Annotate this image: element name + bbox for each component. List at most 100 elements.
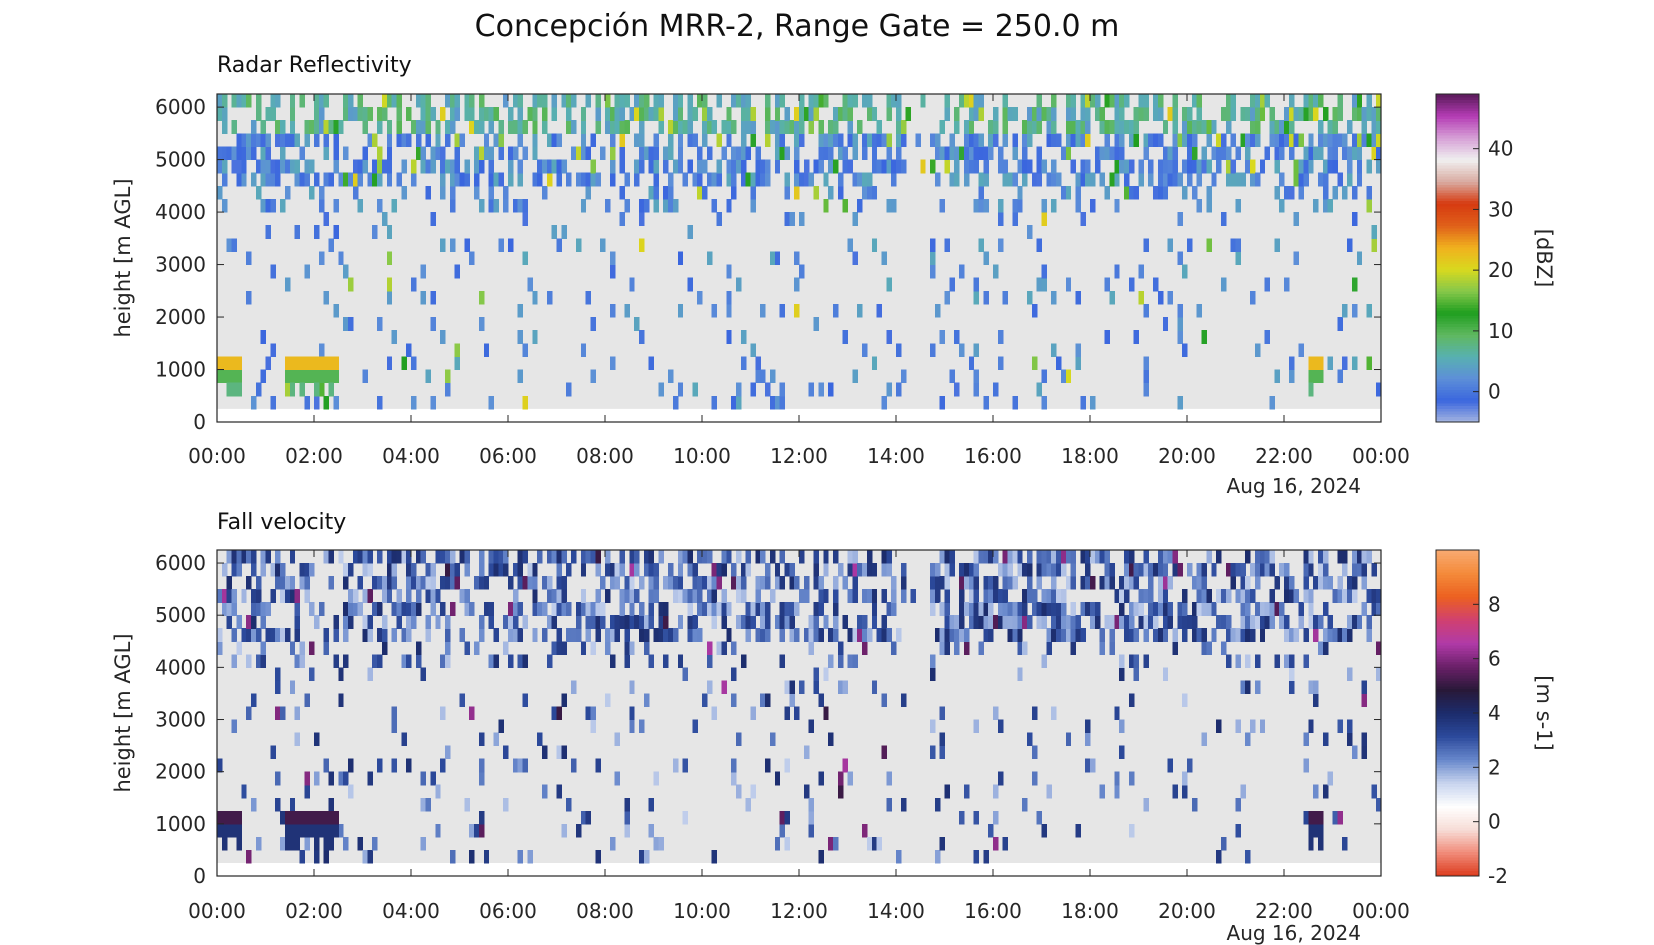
heatmap-cell: [968, 107, 975, 121]
x-tick-label: 14:00: [867, 444, 925, 468]
heatmap-cell: [784, 120, 790, 134]
heatmap-cell: [968, 602, 975, 616]
heatmap-cell: [575, 238, 582, 253]
colorbar-segment: [1436, 296, 1479, 300]
heatmap-cell: [284, 576, 291, 590]
heatmap-cell: [289, 810, 296, 825]
heatmap-cell: [1240, 784, 1246, 799]
heatmap-cell: [367, 550, 373, 564]
heatmap-cell: [357, 107, 364, 121]
heatmap-cell: [1235, 146, 1241, 161]
heatmap-cell: [488, 198, 495, 213]
heatmap-cell: [333, 810, 339, 825]
heatmap-cell: [352, 589, 359, 603]
heatmap-cell: [1167, 290, 1174, 305]
heatmap-cell: [1366, 550, 1372, 564]
heatmap-cell: [1308, 719, 1314, 734]
heatmap-cell: [406, 550, 412, 564]
heatmap-cell: [595, 550, 601, 564]
heatmap-cell: [740, 159, 747, 174]
heatmap-cell: [672, 120, 679, 134]
heatmap-cell: [847, 94, 853, 108]
heatmap-cell: [774, 836, 781, 851]
y-tick-label: 2000: [155, 305, 206, 329]
heatmap-cell: [881, 563, 887, 577]
heatmap-cell: [847, 628, 853, 642]
heatmap-cell: [1254, 107, 1261, 121]
heatmap-cell: [808, 382, 815, 397]
heatmap-cell: [217, 107, 223, 121]
heatmap-cell: [265, 550, 271, 564]
heatmap-cell: [517, 120, 524, 134]
heatmap-cell: [532, 628, 538, 642]
y-tick-label: 1000: [155, 358, 206, 382]
heatmap-cell: [299, 563, 305, 577]
heatmap-cell: [217, 758, 223, 773]
heatmap-cell: [1356, 133, 1363, 148]
heatmap-cell: [1196, 120, 1203, 134]
heatmap-cell: [1342, 185, 1348, 200]
heatmap-cell: [726, 198, 732, 213]
colorbar-segment: [1436, 115, 1479, 120]
heatmap-cell: [891, 94, 897, 108]
heatmap-cell: [1293, 107, 1300, 121]
heatmap-cell: [1017, 667, 1023, 681]
heatmap-cell: [304, 810, 310, 825]
heatmap-cell: [740, 120, 747, 134]
heatmap-cell: [1225, 146, 1232, 161]
x-tick-label: 10:00: [673, 444, 731, 468]
heatmap-cell: [1026, 225, 1033, 239]
heatmap-cell: [750, 706, 756, 721]
colorbar-segment: [1436, 748, 1479, 752]
heatmap-cell: [692, 382, 698, 397]
heatmap-cell: [304, 836, 310, 851]
heatmap-cell: [483, 107, 490, 121]
heatmap-cell: [1245, 550, 1251, 564]
heatmap-cell: [474, 172, 480, 187]
heatmap-cell: [638, 198, 645, 213]
heatmap-cell: [949, 369, 955, 384]
colorbar-segment: [1436, 121, 1479, 125]
heatmap-cell: [1002, 290, 1009, 305]
heatmap-cell: [978, 615, 984, 629]
heatmap-cell: [508, 146, 514, 161]
heatmap-cell: [449, 550, 456, 564]
heatmap-cell: [299, 810, 305, 825]
heatmap-cell: [634, 563, 640, 577]
heatmap-cell: [1090, 615, 1096, 629]
colorbar-segment: [1436, 704, 1479, 709]
heatmap-cell: [444, 654, 451, 668]
colorbar-segment: [1436, 666, 1479, 671]
heatmap-cell: [896, 159, 902, 174]
colorbar-segment: [1436, 225, 1479, 229]
heatmap-cell: [1172, 107, 1178, 121]
heatmap-cell: [250, 120, 257, 134]
heatmap-cell: [246, 654, 252, 668]
heatmap-cell: [1109, 120, 1115, 134]
heatmap-cell: [896, 628, 902, 642]
heatmap-cell: [284, 810, 291, 825]
colorbar-segment: [1436, 104, 1479, 109]
heatmap-cell: [1022, 563, 1028, 577]
heatmap-cell: [483, 849, 490, 864]
heatmap-cell: [1138, 615, 1144, 629]
heatmap-cell: [299, 369, 305, 384]
heatmap-cell: [1157, 159, 1164, 174]
heatmap-cell: [1143, 356, 1149, 371]
heatmap-cell: [745, 120, 752, 134]
heatmap-cell: [226, 146, 233, 161]
heatmap-cells: [217, 550, 1382, 864]
colorbar-segment: [1436, 846, 1479, 850]
heatmap-cell: [333, 159, 339, 174]
heatmap-cell: [735, 159, 742, 174]
heatmap-cell: [1361, 107, 1368, 121]
heatmap-cell: [556, 238, 562, 253]
heatmap-cell: [1322, 628, 1329, 642]
heatmap-cell: [1041, 602, 1047, 616]
heatmap-cell: [425, 107, 431, 121]
heatmap-cell: [221, 107, 228, 121]
heatmap-cell: [794, 146, 800, 161]
heatmap-cell: [449, 849, 456, 864]
heatmap-cell: [653, 628, 659, 642]
heatmap-cell: [1308, 133, 1314, 148]
